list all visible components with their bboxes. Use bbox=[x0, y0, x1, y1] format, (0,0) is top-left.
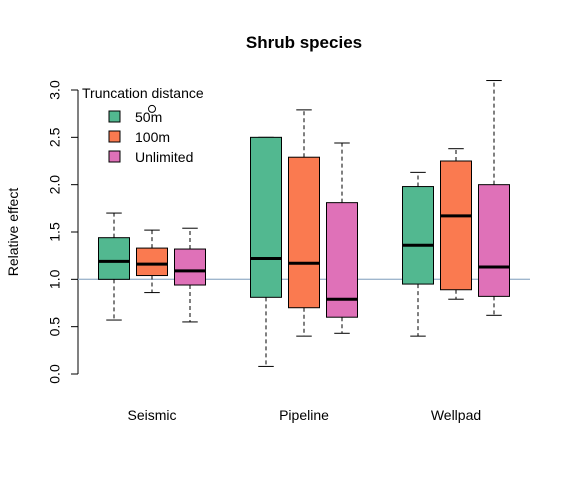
box-unlimited-seismic bbox=[174, 227, 206, 323]
box-unlimited-wellpad bbox=[478, 80, 510, 316]
box-50m-pipeline bbox=[250, 136, 282, 367]
legend-title: Truncation distance bbox=[82, 85, 204, 101]
boxes-group bbox=[98, 80, 510, 367]
category-label-seismic: Seismic bbox=[127, 407, 176, 423]
box-body bbox=[250, 136, 282, 298]
y-tick-label-2: 1.0 bbox=[47, 269, 63, 289]
legend-label-0: 50m bbox=[135, 109, 162, 125]
box-50m-wellpad bbox=[402, 171, 434, 337]
y-tick-label-5: 2.5 bbox=[47, 127, 63, 147]
box-body bbox=[402, 186, 434, 285]
legend-swatch-2 bbox=[108, 150, 121, 163]
category-label-wellpad: Wellpad bbox=[431, 407, 481, 423]
outlier-point-0 bbox=[148, 104, 156, 113]
category-label-pipeline: Pipeline bbox=[279, 407, 329, 423]
box-body bbox=[98, 237, 130, 280]
legend-label-2: Unlimited bbox=[135, 149, 193, 165]
box-body bbox=[440, 160, 472, 291]
box-100m-wellpad bbox=[440, 148, 472, 300]
box-50m-seismic bbox=[98, 212, 130, 321]
box-100m-pipeline bbox=[288, 109, 320, 337]
y-tick-label-1: 0.5 bbox=[47, 317, 63, 337]
y-tick-label-4: 2.0 bbox=[47, 175, 63, 195]
y-axis-label: Relative effect bbox=[5, 188, 21, 277]
box-body bbox=[288, 156, 320, 309]
chart-title: Shrub species bbox=[246, 33, 362, 52]
box-100m-seismic bbox=[136, 104, 168, 294]
y-tick-label-6: 3.0 bbox=[47, 80, 63, 100]
legend-swatch-0 bbox=[108, 110, 121, 123]
box-body bbox=[136, 247, 168, 277]
box-unlimited-pipeline bbox=[326, 142, 358, 334]
y-tick-label-0: 0.0 bbox=[47, 364, 63, 384]
category-labels: Seismic Pipeline Wellpad bbox=[127, 407, 481, 423]
legend-label-1: 100m bbox=[135, 129, 170, 145]
legend-swatch-1 bbox=[108, 130, 121, 143]
y-tick-label-3: 1.5 bbox=[47, 222, 63, 242]
box-body bbox=[478, 184, 510, 297]
y-axis: 0.0 0.5 1.0 1.5 2.0 2.5 3.0 bbox=[47, 80, 79, 384]
box-body bbox=[174, 248, 206, 286]
legend: Truncation distance 50m 100m Unlimited bbox=[82, 85, 204, 165]
